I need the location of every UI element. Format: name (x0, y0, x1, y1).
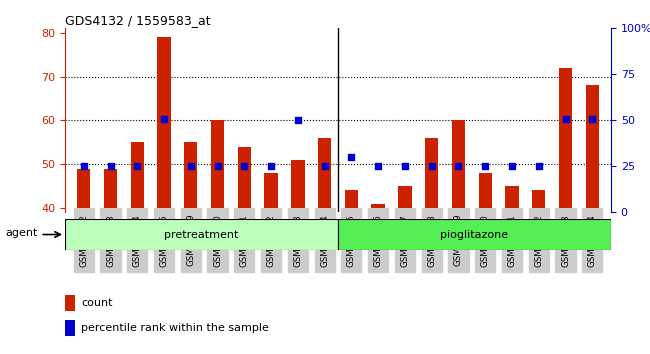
Text: pretreatment: pretreatment (164, 229, 239, 240)
Bar (318, 138, 332, 208)
Point (373, 164, 384, 169)
Bar (65, 320, 75, 336)
Bar (532, 190, 545, 208)
Point (213, 164, 223, 169)
Point (534, 164, 544, 169)
Bar (559, 68, 572, 208)
Point (292, 118, 303, 123)
Bar (398, 186, 411, 208)
Bar (478, 173, 492, 208)
Bar (371, 204, 385, 208)
Bar (505, 186, 519, 208)
Bar (238, 147, 251, 208)
Point (453, 164, 463, 169)
Point (426, 164, 437, 169)
Bar (586, 85, 599, 208)
Bar (338, 219, 611, 250)
Point (319, 164, 330, 169)
Bar (265, 173, 278, 208)
Bar (131, 142, 144, 208)
Bar (77, 169, 90, 208)
Point (266, 164, 276, 169)
Point (560, 116, 571, 121)
Bar (425, 138, 438, 208)
Point (507, 164, 517, 169)
Text: agent: agent (5, 228, 38, 238)
Text: pioglitazone: pioglitazone (441, 229, 508, 240)
Bar (104, 169, 117, 208)
Bar (211, 120, 224, 208)
Point (105, 164, 116, 169)
Text: percentile rank within the sample: percentile rank within the sample (81, 323, 269, 333)
Bar (291, 160, 305, 208)
Text: GDS4132 / 1559583_at: GDS4132 / 1559583_at (65, 14, 211, 27)
Bar (65, 295, 75, 311)
Point (346, 154, 357, 160)
Point (132, 164, 142, 169)
Point (480, 164, 490, 169)
Point (186, 164, 196, 169)
Bar (157, 37, 171, 208)
Point (239, 164, 250, 169)
Bar (344, 190, 358, 208)
Point (159, 116, 169, 121)
Point (587, 116, 597, 121)
Text: count: count (81, 298, 113, 308)
Bar (184, 142, 198, 208)
Point (79, 164, 89, 169)
Bar (452, 120, 465, 208)
Point (400, 164, 410, 169)
Bar (65, 219, 338, 250)
